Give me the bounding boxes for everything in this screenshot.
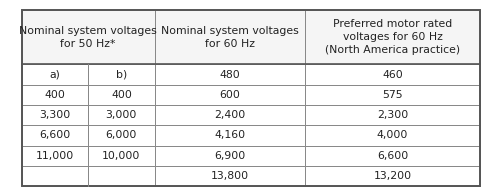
Text: 3,300: 3,300 [39, 110, 70, 120]
Text: 575: 575 [382, 90, 403, 100]
Text: 400: 400 [111, 90, 132, 100]
Text: 10,000: 10,000 [102, 151, 141, 161]
Text: 4,160: 4,160 [214, 131, 246, 141]
Bar [305, 105, 480, 125]
Bar [154, 146, 305, 166]
Bar [22, 10, 480, 186]
Bar [22, 85, 88, 105]
Text: 600: 600 [220, 90, 240, 100]
Bar [88, 85, 154, 105]
Bar [154, 166, 305, 186]
Bar [305, 166, 480, 186]
Text: 13,800: 13,800 [211, 171, 249, 181]
Bar [305, 64, 480, 85]
Text: Nominal system voltages
for 50 Hz*: Nominal system voltages for 50 Hz* [19, 26, 157, 49]
Text: 11,000: 11,000 [36, 151, 74, 161]
Text: 13,200: 13,200 [374, 171, 412, 181]
Bar [22, 166, 88, 186]
Text: 6,000: 6,000 [106, 131, 137, 141]
Bar [22, 64, 88, 85]
Bar [154, 10, 305, 64]
Text: Nominal system voltages
for 60 Hz: Nominal system voltages for 60 Hz [161, 26, 298, 49]
Bar [88, 64, 154, 85]
Bar [305, 85, 480, 105]
Bar [88, 166, 154, 186]
Text: Preferred motor rated
voltages for 60 Hz
(North America practice): Preferred motor rated voltages for 60 Hz… [325, 19, 460, 55]
Bar [305, 125, 480, 146]
Text: 460: 460 [382, 70, 403, 80]
Text: 6,600: 6,600 [377, 151, 408, 161]
Bar [88, 146, 154, 166]
Bar [22, 10, 154, 64]
Bar [88, 105, 154, 125]
Text: 480: 480 [220, 70, 240, 80]
Bar [22, 105, 88, 125]
Text: 6,600: 6,600 [39, 131, 70, 141]
Text: 2,400: 2,400 [214, 110, 246, 120]
Text: b): b) [116, 70, 127, 80]
Bar [22, 125, 88, 146]
Text: 400: 400 [44, 90, 66, 100]
Text: 3,000: 3,000 [106, 110, 137, 120]
Text: 4,000: 4,000 [377, 131, 408, 141]
Text: 6,900: 6,900 [214, 151, 246, 161]
Bar [154, 64, 305, 85]
Bar [88, 125, 154, 146]
Bar [305, 146, 480, 166]
Bar [154, 85, 305, 105]
Text: a): a) [50, 70, 60, 80]
Bar [305, 10, 480, 64]
Bar [22, 146, 88, 166]
Text: 2,300: 2,300 [377, 110, 408, 120]
Bar [154, 105, 305, 125]
Bar [154, 125, 305, 146]
